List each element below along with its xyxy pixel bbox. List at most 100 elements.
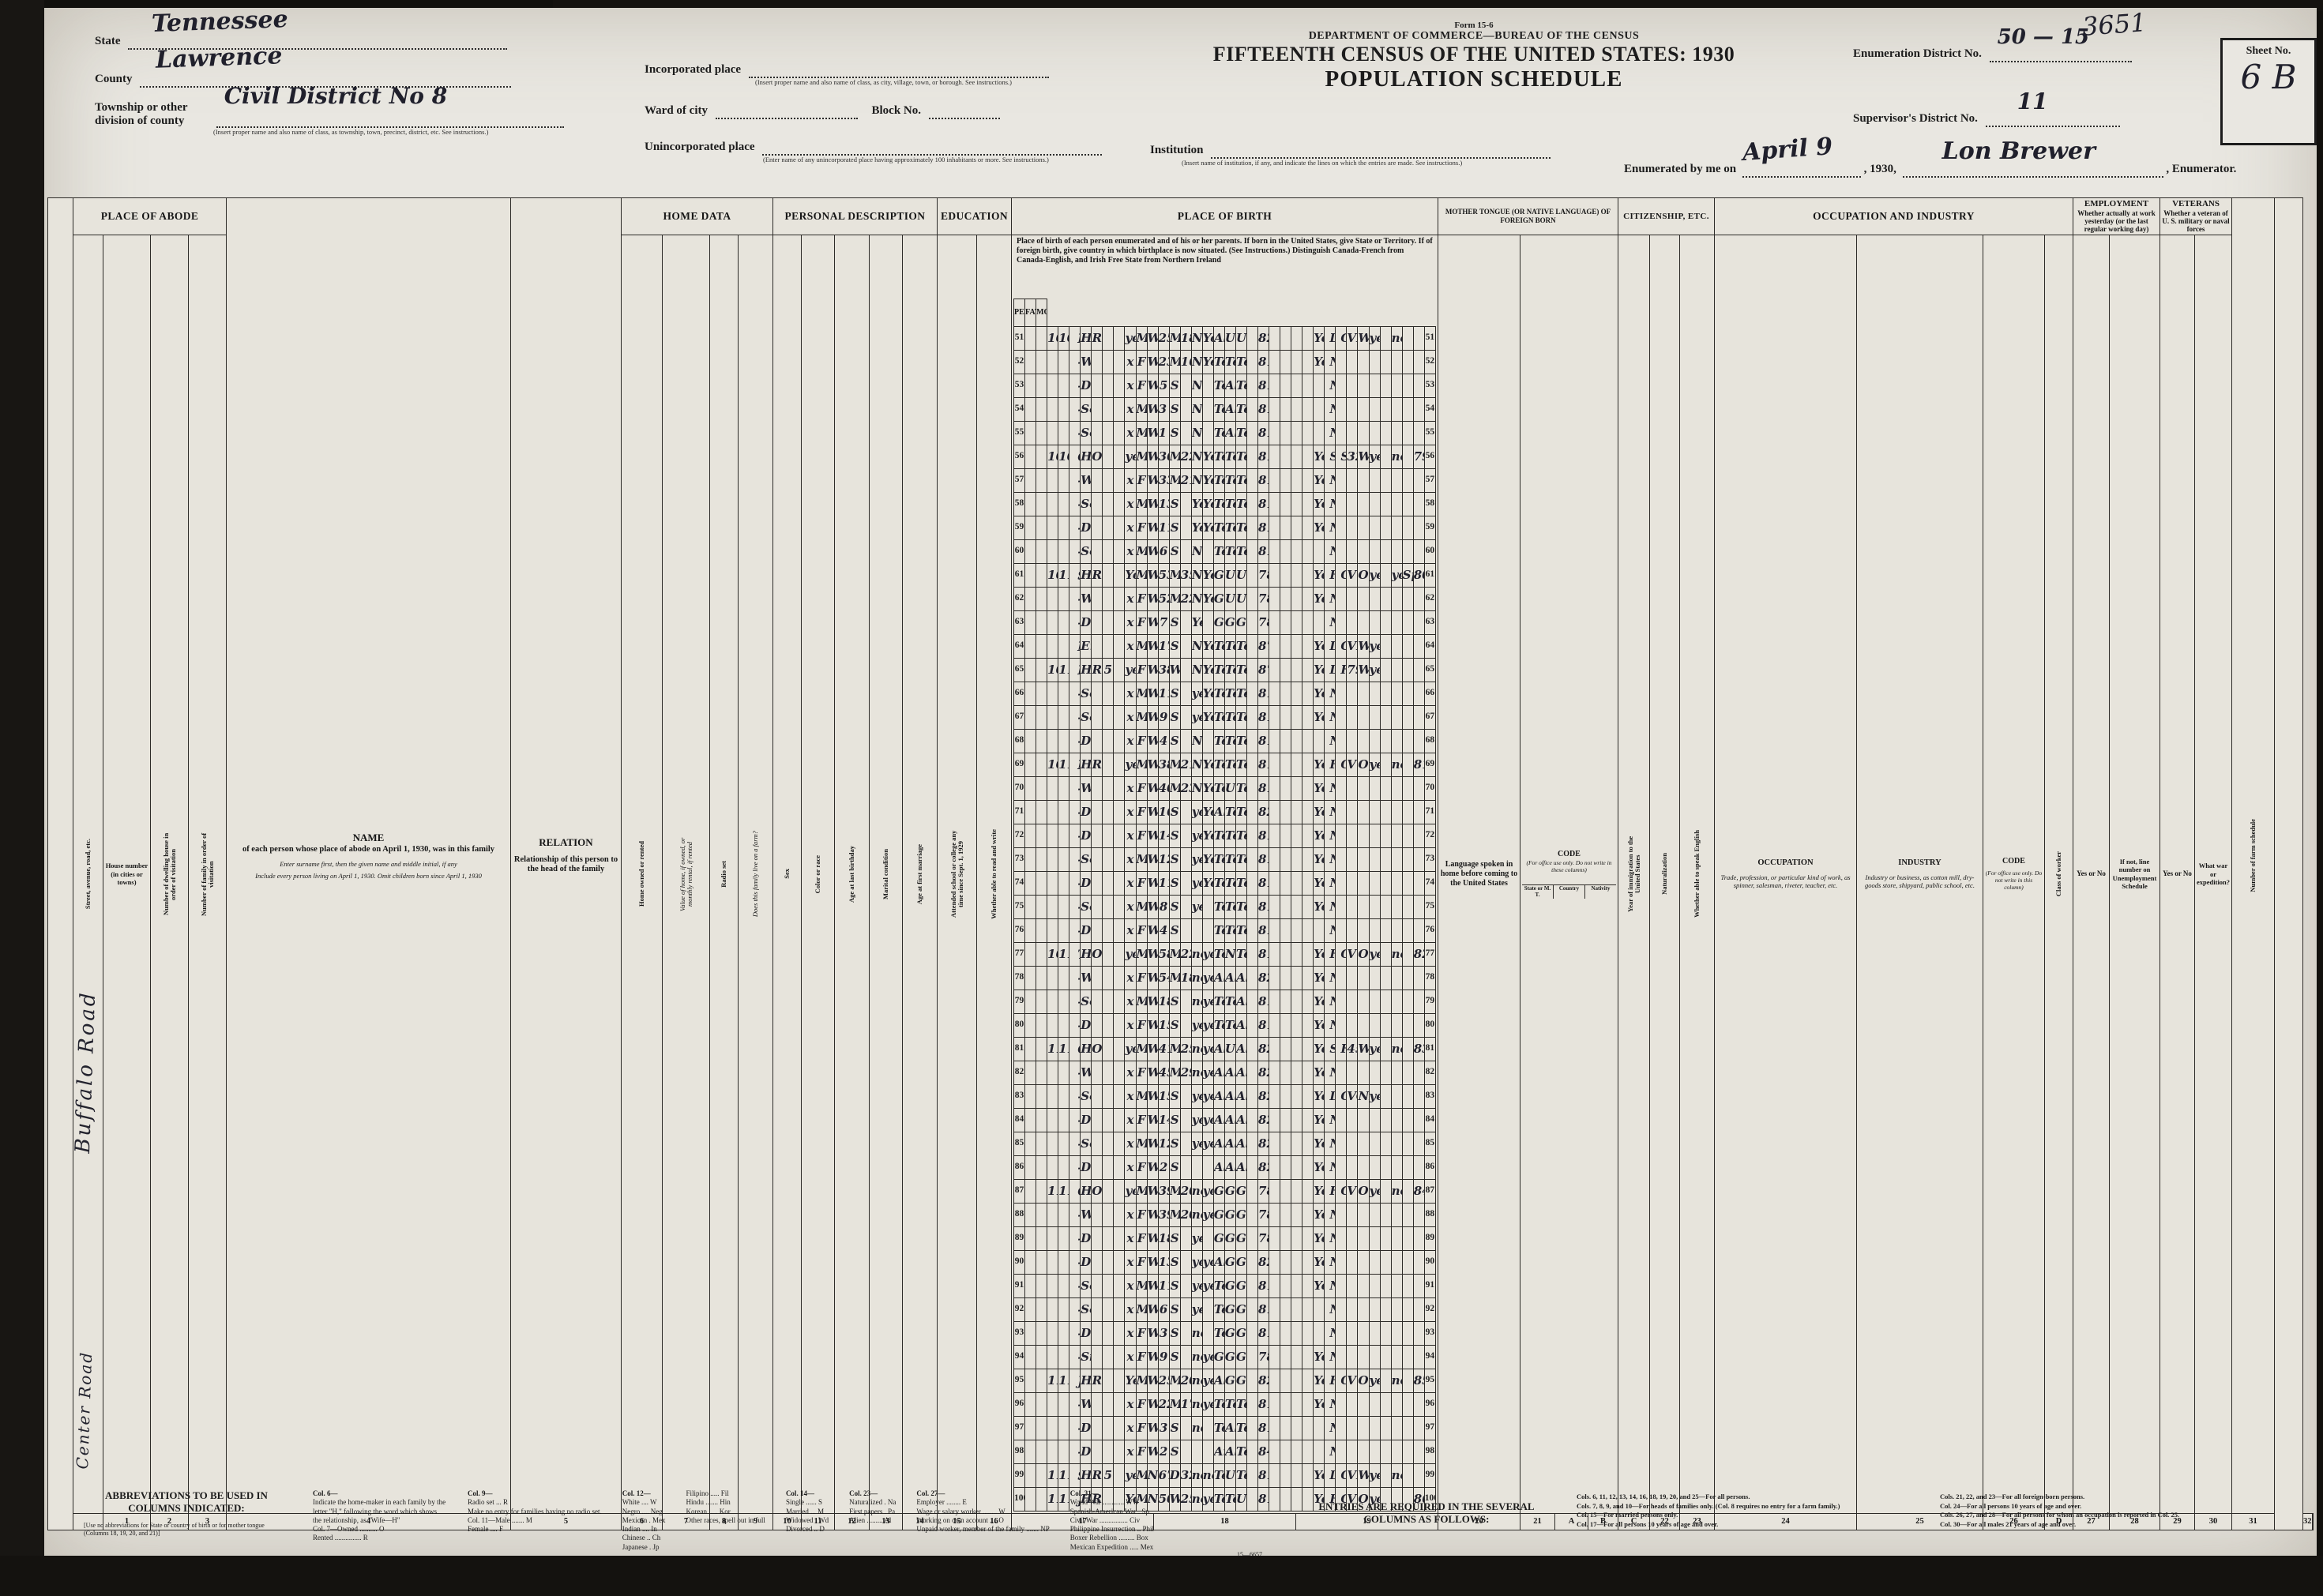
cell-vt: yes bbox=[1390, 562, 1403, 588]
cell-n: —— T. J. bbox=[1069, 539, 1081, 564]
cell-vt bbox=[1390, 610, 1403, 635]
line-number: 53 bbox=[1423, 373, 1437, 398]
cell-fm: yes bbox=[1124, 657, 1137, 682]
cell-ca: 78 bbox=[1257, 1178, 1270, 1204]
census-row: 54—— OrvilleSonxMW3 7/12SNoTennesseeAlab… bbox=[1013, 396, 1437, 422]
cell-ra bbox=[1113, 468, 1126, 493]
cell-im bbox=[1291, 1320, 1303, 1346]
cell-st bbox=[1024, 444, 1037, 469]
cell-in: Gen. farm bbox=[1335, 941, 1348, 967]
line-number: 57 bbox=[1013, 468, 1026, 493]
cell-mt bbox=[1246, 1083, 1259, 1109]
enumerated-year-label: , 1930, bbox=[1863, 163, 1896, 175]
cell-im bbox=[1291, 918, 1303, 943]
cell-ra bbox=[1113, 515, 1126, 540]
cell-en: Yes bbox=[1313, 1226, 1325, 1251]
cell-ag: 16 bbox=[1157, 799, 1170, 824]
cell-cl: W bbox=[1357, 633, 1370, 659]
cell-ca: 81 bbox=[1257, 396, 1270, 422]
cell-ra bbox=[1113, 799, 1126, 824]
cell-ag: 4 bbox=[1157, 728, 1170, 753]
cell-na bbox=[1302, 1297, 1314, 1322]
cell-im bbox=[1291, 1273, 1303, 1298]
cell-bp: Tennessee bbox=[1212, 681, 1225, 706]
cell-in: Gen. farm bbox=[1335, 1368, 1348, 1393]
cell-bm: United States bbox=[1235, 586, 1247, 611]
cell-oc: Farmer bbox=[1324, 1178, 1336, 1204]
cell-rc: W bbox=[1146, 894, 1159, 919]
census-title: FIFTEENTH CENSUS OF THE UNITED STATES: 1… bbox=[1212, 43, 1735, 66]
census-row: 66—— LarrySonxMW11SyesYesTennesseeTennes… bbox=[1013, 681, 1437, 706]
cell-f bbox=[1058, 1060, 1070, 1085]
cell-en: Yes bbox=[1313, 1107, 1325, 1132]
cell-ms: S bbox=[1168, 1131, 1181, 1156]
cell-ag: 53 bbox=[1157, 562, 1170, 588]
cell-n: —— Elizabeth M bbox=[1069, 799, 1081, 824]
cell-ms: Wd bbox=[1168, 1486, 1181, 1512]
line-number: 86 bbox=[1013, 1155, 1026, 1180]
cell-am: 16 bbox=[1179, 349, 1192, 374]
cell-wk: yes bbox=[1368, 752, 1381, 777]
cell-im bbox=[1291, 1155, 1303, 1180]
cell-n: Jones, Mat bbox=[1069, 1486, 1081, 1512]
cell-ra bbox=[1113, 1083, 1126, 1109]
census-row: 72—— Alice PDaughterxFW14SyesYesTennesse… bbox=[1013, 823, 1437, 848]
cell-cb bbox=[1269, 870, 1281, 896]
cell-r: Daughter bbox=[1080, 610, 1092, 635]
cell-vt bbox=[1390, 1439, 1403, 1464]
cell-ra bbox=[1113, 918, 1126, 943]
supervisor-district-label: Supervisor's District No. bbox=[1853, 112, 1978, 125]
cell-fm: x bbox=[1124, 1083, 1137, 1109]
cell-r: Wife-H bbox=[1080, 468, 1092, 493]
scan-edge-left bbox=[0, 0, 44, 1596]
cell-in bbox=[1335, 847, 1348, 872]
census-row: 62—— Anna SWife-HxFW52M22NoYesGeorgiaUni… bbox=[1013, 586, 1437, 611]
cell-hn bbox=[1036, 799, 1048, 824]
cell-oc: None bbox=[1324, 704, 1336, 730]
census-row: 51104108Donaldson, AlbertHeadRyesMW25M18… bbox=[1013, 325, 1437, 351]
cell-wr bbox=[1401, 1391, 1414, 1417]
cell-cb bbox=[1269, 515, 1281, 540]
cell-ms: S bbox=[1168, 633, 1181, 659]
cell-fs: 81 bbox=[1412, 752, 1425, 777]
cell-rw: Yes bbox=[1201, 491, 1214, 516]
abbreviation-group: Col. 31— World War ............ WW Spanish… bbox=[1069, 1489, 1154, 1551]
cell-fs bbox=[1412, 1060, 1425, 1085]
cell-cb bbox=[1269, 1297, 1281, 1322]
cell-r: Son bbox=[1080, 847, 1092, 872]
cell-oc: None bbox=[1324, 823, 1336, 848]
cell-rw bbox=[1201, 610, 1214, 635]
cell-cc bbox=[1280, 657, 1292, 682]
census-row: 99113117Sutton, George WHead-HR5yesMNeg6… bbox=[1013, 1463, 1437, 1488]
cell-am bbox=[1179, 1320, 1192, 1346]
cell-am bbox=[1179, 1249, 1192, 1275]
cell-f bbox=[1058, 823, 1070, 848]
cell-ue bbox=[1379, 1297, 1392, 1322]
cell-ue bbox=[1379, 1391, 1392, 1417]
cell-in bbox=[1335, 1060, 1348, 1085]
cell-wr bbox=[1401, 965, 1414, 990]
cell-d bbox=[1047, 989, 1059, 1014]
cell-bp: Georgia bbox=[1212, 1178, 1225, 1204]
cell-bp: Tennessee bbox=[1212, 420, 1225, 445]
cell-bf: Alabama bbox=[1224, 1155, 1236, 1180]
cell-wr: Sp bbox=[1401, 562, 1414, 588]
cell-in bbox=[1335, 515, 1348, 540]
cell-v bbox=[1102, 396, 1115, 422]
cell-cl: W bbox=[1357, 657, 1370, 682]
county-value: Lawrence bbox=[155, 42, 284, 74]
line-number: 56 bbox=[1423, 444, 1437, 469]
census-row: 57—— Emma CWife-HxFW33M21NoYesTennesseeT… bbox=[1013, 468, 1437, 493]
cell-sx: M bbox=[1135, 1486, 1148, 1512]
cell-n: —— Isaac E bbox=[1069, 894, 1081, 919]
cell-wr bbox=[1401, 610, 1414, 635]
cell-oc: Laborer bbox=[1324, 633, 1336, 659]
cell-d bbox=[1047, 799, 1059, 824]
cell-ms: S bbox=[1168, 1226, 1181, 1251]
entries-required-item: Cols. 21, 22, and 23—For all foreign-bor… bbox=[1940, 1493, 2085, 1500]
cell-bp: Georgia bbox=[1212, 1344, 1225, 1369]
cell-ag: 4 bbox=[1157, 918, 1170, 943]
cell-in bbox=[1335, 539, 1348, 564]
cell-ra bbox=[1113, 349, 1126, 374]
cell-o bbox=[1091, 1131, 1103, 1156]
